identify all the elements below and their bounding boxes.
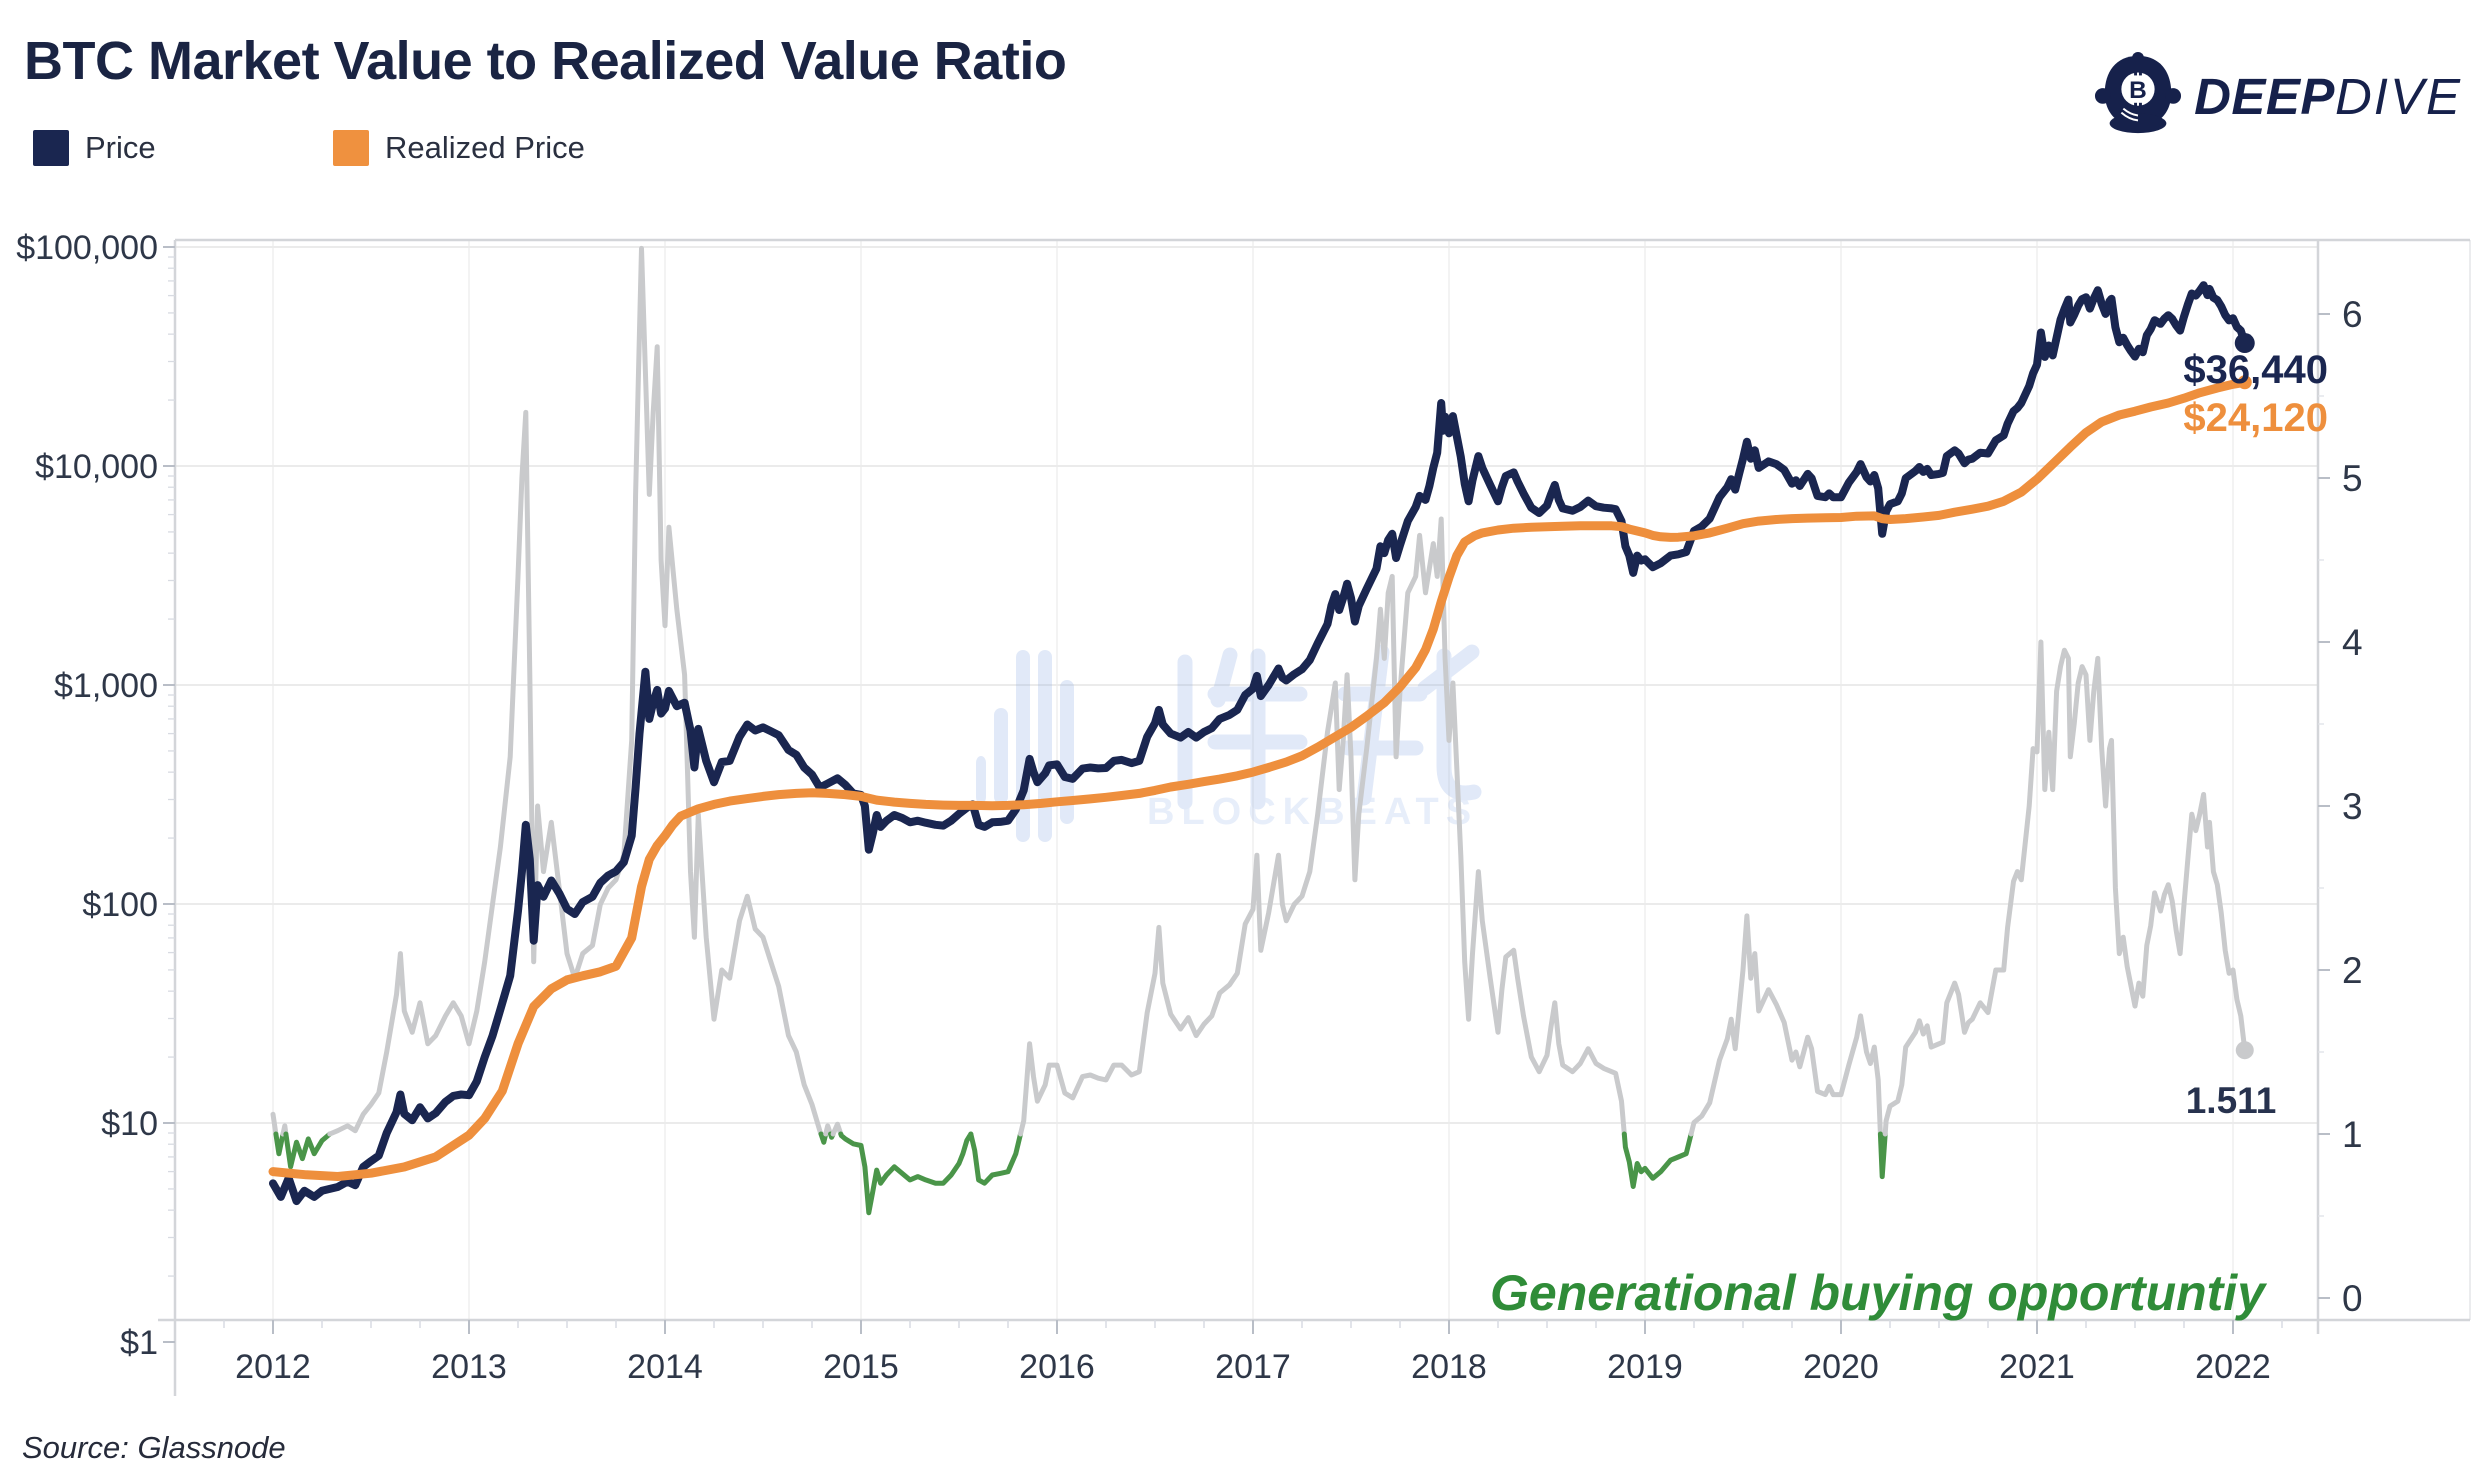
watermark-bars-icon xyxy=(1016,650,1030,842)
mvrv-ratio-line-below-one xyxy=(1877,1131,1888,1180)
x-axis-year-label: 2020 xyxy=(1803,1348,1879,1386)
price-line xyxy=(269,281,2249,1206)
mvrv-ratio-end-value-label: 1.511 xyxy=(2185,1080,2277,1121)
mvrv-ratio-line-segment xyxy=(327,245,824,1137)
x-axis-year-label: 2012 xyxy=(235,1348,311,1386)
mvrv-ratio-line-segment xyxy=(270,1111,279,1137)
source-note: Source: Glassnode xyxy=(22,1430,286,1465)
y-right-tick-label: 5 xyxy=(2342,458,2363,499)
y-left-tick-label: $1 xyxy=(120,1324,158,1362)
mvrv-ratio-line-segment xyxy=(830,1121,844,1137)
watermark-bars-icon xyxy=(994,708,1008,804)
mvrv-ratio-line-below-one xyxy=(818,1131,829,1145)
deepdive-logo: B DEEPDIVE xyxy=(2094,50,2462,143)
realized-price-legend-swatch xyxy=(333,130,369,166)
page-title: BTC Market Value to Realized Value Ratio xyxy=(24,31,1067,91)
watermark-bars-icon xyxy=(1038,650,1052,842)
brand-word-deep: DEEP xyxy=(2194,68,2335,125)
price-legend-label: Price xyxy=(85,130,156,165)
mvrv-ratio-line-below-one xyxy=(968,1131,1023,1186)
mvrv-ratio-line-below-one xyxy=(838,1131,974,1216)
brand-word-dive: DIVE xyxy=(2334,68,2462,125)
mvrv-ratio-line-segment xyxy=(1688,913,1883,1137)
y-left-tick-label: $10,000 xyxy=(35,448,158,486)
price-end-dot xyxy=(2234,333,2255,354)
y-left-tick-label: $10 xyxy=(101,1105,158,1143)
mvrv-ratio-line-below-one xyxy=(283,1131,333,1170)
x-axis-year-label: 2022 xyxy=(2195,1348,2271,1386)
realized-price-end-value-label: $24,120 xyxy=(2183,396,2328,440)
watermark-en-text: BLOCKBEATS xyxy=(1147,791,1478,833)
x-axis-year-label: 2019 xyxy=(1607,1348,1683,1386)
y-right-tick-label: 4 xyxy=(2342,622,2363,663)
x-axis-year-label: 2017 xyxy=(1215,1348,1291,1386)
legend-item-realized-price: Realized Price xyxy=(333,130,585,166)
x-axis-year-label: 2014 xyxy=(627,1348,703,1386)
mvrv-ratio-line-below-one xyxy=(1621,1131,1694,1189)
mvrv-ratio-line-segment xyxy=(1882,639,2248,1137)
axis-lines xyxy=(158,238,2471,1396)
mvrv-ratio-line-segment xyxy=(823,1123,833,1137)
realized-price-line xyxy=(268,377,2250,1181)
y-right-tick-label: 6 xyxy=(2342,294,2363,335)
y-right-tick-label: 3 xyxy=(2342,786,2363,827)
axis-tick-labels: $1 $10 $100 $1,000 $10,000 $100,000 0 1 2 3 4 5 6 201… xyxy=(16,229,2362,1386)
realized-price-legend-label: Realized Price xyxy=(385,130,585,165)
x-axis-year-label: 2021 xyxy=(1999,1348,2075,1386)
mvrv-ratio-line-segment xyxy=(1018,516,1627,1137)
realized-price-end-dot xyxy=(2237,375,2252,390)
y-left-tick-label: $100,000 xyxy=(16,229,158,267)
gridlines xyxy=(175,240,2318,1320)
legend-item-price: Price xyxy=(33,130,156,166)
svg-text:B: B xyxy=(2129,77,2147,104)
y-left-tick-label: $1,000 xyxy=(54,667,158,705)
price-end-value-label: $36,440 xyxy=(2183,348,2328,392)
y-right-tick-label: 0 xyxy=(2342,1278,2363,1319)
blockbeats-watermark: BLOCKBEATS xyxy=(976,644,1482,842)
x-axis-year-label: 2013 xyxy=(431,1348,507,1386)
buying-opportunity-annotation: Generational buying opportuntiy xyxy=(1490,1265,2265,1321)
brand-wordmark: DEEPDIVE xyxy=(2194,67,2462,126)
mvrv-ratio-end-dot xyxy=(2235,1041,2254,1060)
y-right-tick-label: 1 xyxy=(2342,1114,2363,1155)
y-right-tick-label: 2 xyxy=(2342,950,2363,991)
mvrv-ratio-line-below-one xyxy=(273,1131,286,1157)
mvrv-ratio-line-segment xyxy=(280,1123,289,1137)
price-legend-swatch xyxy=(33,130,69,166)
x-axis-year-label: 2016 xyxy=(1019,1348,1095,1386)
x-axis-year-label: 2018 xyxy=(1411,1348,1487,1386)
watermark-bars-icon xyxy=(976,756,986,804)
x-axis-year-label: 2015 xyxy=(823,1348,899,1386)
diver-helmet-icon: B xyxy=(2094,50,2182,143)
watermark-bars-icon xyxy=(1060,680,1074,824)
y-left-tick-label: $100 xyxy=(82,886,158,924)
mvrv-ratio-line xyxy=(270,245,2248,1216)
axis-ticks xyxy=(163,246,2330,1343)
